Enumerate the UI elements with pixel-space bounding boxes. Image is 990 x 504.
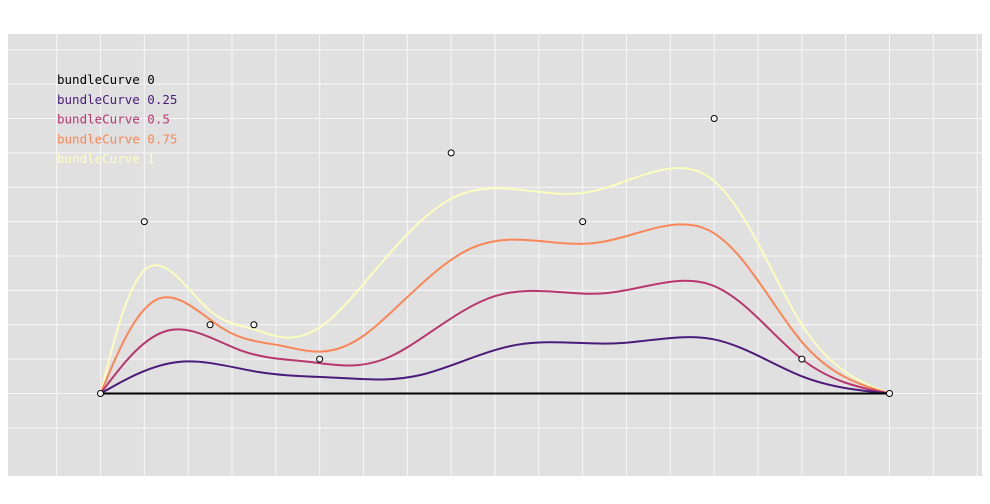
control-point	[579, 218, 587, 226]
legend-entry: bundleCurve 1	[57, 151, 155, 166]
control-point	[97, 390, 104, 397]
curves	[99, 167, 890, 395]
series-line-0-5	[99, 279, 890, 395]
series-line-0-25	[100, 336, 890, 395]
control-point	[798, 355, 806, 363]
control-points	[97, 115, 894, 397]
control-point	[316, 355, 324, 363]
legend-entry: bundleCurve 0	[57, 72, 155, 87]
series-line-1	[99, 167, 890, 395]
control-point	[710, 115, 718, 122]
control-point	[140, 218, 148, 226]
control-point	[250, 321, 258, 329]
grid	[8, 34, 982, 476]
control-point	[206, 321, 214, 329]
legend-entry: bundleCurve 0.25	[57, 92, 177, 107]
series-line-0-75	[99, 223, 890, 395]
control-point	[447, 149, 455, 157]
legend: bundleCurve 0 bundleCurve 0.25 bundleCurve…	[57, 72, 177, 166]
legend-entry: bundleCurve 0.5	[57, 112, 170, 127]
control-point	[886, 390, 894, 397]
legend-entry: bundleCurve 0.75	[57, 131, 177, 146]
